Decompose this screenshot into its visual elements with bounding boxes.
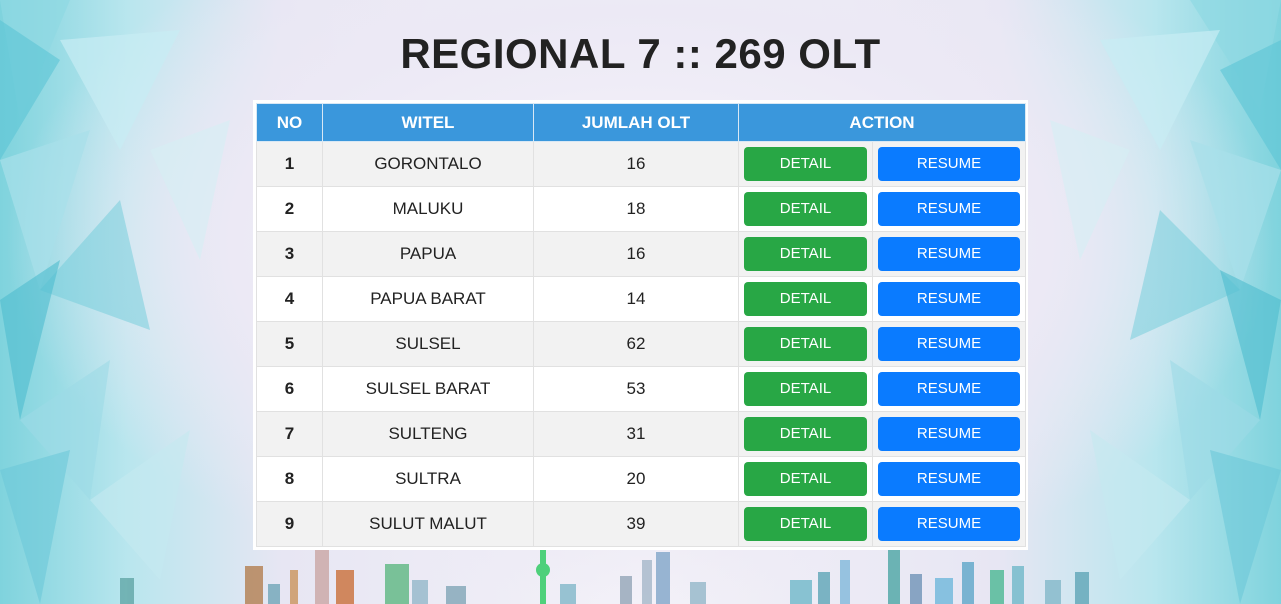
table-row: 5 SULSEL 62 DETAIL RESUME [256,321,1027,367]
table-row: 1 GORONTALO 16 DETAIL RESUME [256,141,1027,187]
row-witel: PAPUA BARAT [322,276,534,322]
row-detail-cell: DETAIL [738,501,873,547]
resume-button[interactable]: RESUME [878,327,1020,361]
row-detail-cell: DETAIL [738,186,873,232]
row-jumlah-olt: 39 [533,501,739,547]
resume-button[interactable]: RESUME [878,507,1020,541]
row-jumlah-olt: 14 [533,276,739,322]
table-row: 4 PAPUA BARAT 14 DETAIL RESUME [256,276,1027,322]
row-witel: SULSEL [322,321,534,367]
row-witel: MALUKU [322,186,534,232]
row-detail-cell: DETAIL [738,276,873,322]
header-witel: WITEL [322,103,534,142]
row-detail-cell: DETAIL [738,366,873,412]
table-row: 8 SULTRA 20 DETAIL RESUME [256,456,1027,502]
detail-button[interactable]: DETAIL [744,372,867,406]
table-row: 7 SULTENG 31 DETAIL RESUME [256,411,1027,457]
resume-button[interactable]: RESUME [878,417,1020,451]
row-no: 4 [256,276,323,322]
resume-button[interactable]: RESUME [878,372,1020,406]
table-row: 3 PAPUA 16 DETAIL RESUME [256,231,1027,277]
row-no: 2 [256,186,323,232]
row-detail-cell: DETAIL [738,411,873,457]
table-row: 9 SULUT MALUT 39 DETAIL RESUME [256,501,1027,547]
header-jumlah-olt: JUMLAH OLT [533,103,739,142]
row-detail-cell: DETAIL [738,141,873,187]
resume-button[interactable]: RESUME [878,462,1020,496]
row-resume-cell: RESUME [871,366,1027,412]
olt-table-container: NO WITEL JUMLAH OLT ACTION 1 GORONTALO 1… [253,100,1028,550]
row-jumlah-olt: 62 [533,321,739,367]
row-jumlah-olt: 18 [533,186,739,232]
table-row: 2 MALUKU 18 DETAIL RESUME [256,186,1027,232]
row-resume-cell: RESUME [871,231,1027,277]
row-no: 3 [256,231,323,277]
row-resume-cell: RESUME [871,456,1027,502]
row-jumlah-olt: 53 [533,366,739,412]
row-resume-cell: RESUME [871,501,1027,547]
detail-button[interactable]: DETAIL [744,192,867,226]
row-jumlah-olt: 16 [533,141,739,187]
table-header-row: NO WITEL JUMLAH OLT ACTION [256,103,1027,142]
row-no: 1 [256,141,323,187]
row-resume-cell: RESUME [871,276,1027,322]
row-witel: GORONTALO [322,141,534,187]
row-witel: SULSEL BARAT [322,366,534,412]
row-no: 8 [256,456,323,502]
row-detail-cell: DETAIL [738,231,873,277]
detail-button[interactable]: DETAIL [744,282,867,316]
resume-button[interactable]: RESUME [878,147,1020,181]
row-witel: SULUT MALUT [322,501,534,547]
detail-button[interactable]: DETAIL [744,147,867,181]
detail-button[interactable]: DETAIL [744,462,867,496]
row-jumlah-olt: 16 [533,231,739,277]
detail-button[interactable]: DETAIL [744,237,867,271]
table-row: 6 SULSEL BARAT 53 DETAIL RESUME [256,366,1027,412]
row-jumlah-olt: 31 [533,411,739,457]
resume-button[interactable]: RESUME [878,237,1020,271]
header-no: NO [256,103,323,142]
row-no: 5 [256,321,323,367]
row-resume-cell: RESUME [871,186,1027,232]
row-resume-cell: RESUME [871,411,1027,457]
header-action: ACTION [737,103,1027,142]
row-detail-cell: DETAIL [738,321,873,367]
row-resume-cell: RESUME [871,141,1027,187]
row-jumlah-olt: 20 [533,456,739,502]
row-witel: PAPUA [322,231,534,277]
row-no: 7 [256,411,323,457]
detail-button[interactable]: DETAIL [744,507,867,541]
row-no: 6 [256,366,323,412]
resume-button[interactable]: RESUME [878,282,1020,316]
row-witel: SULTRA [322,456,534,502]
row-witel: SULTENG [322,411,534,457]
row-resume-cell: RESUME [871,321,1027,367]
resume-button[interactable]: RESUME [878,192,1020,226]
row-detail-cell: DETAIL [738,456,873,502]
detail-button[interactable]: DETAIL [744,417,867,451]
detail-button[interactable]: DETAIL [744,327,867,361]
olt-table: NO WITEL JUMLAH OLT ACTION 1 GORONTALO 1… [256,103,1027,547]
page-title: REGIONAL 7 :: 269 OLT [400,30,881,77]
row-no: 9 [256,501,323,547]
